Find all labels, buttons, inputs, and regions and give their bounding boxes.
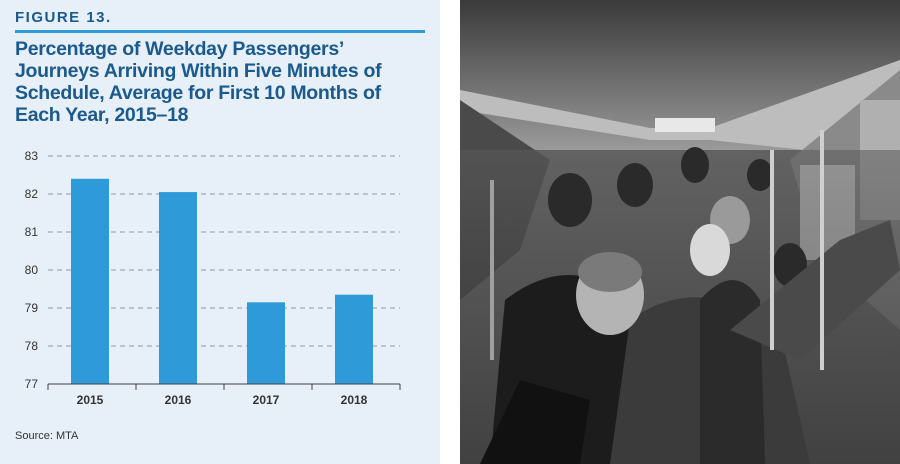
- y-tick-label: 82: [25, 187, 39, 201]
- figure-label: FIGURE 13.: [15, 9, 112, 26]
- bar-2015: [71, 178, 109, 384]
- bar-2018: [335, 294, 373, 384]
- y-tick-label: 80: [25, 263, 39, 277]
- source-note: Source: MTA: [15, 430, 79, 442]
- y-tick-label: 83: [25, 149, 39, 163]
- y-tick-label: 77: [25, 377, 39, 391]
- photo-illustration: [460, 0, 900, 464]
- chart-title: Percentage of Weekday Passengers’ Journe…: [15, 38, 382, 126]
- bar-chart: 77 78 79 80 81 82 83 2015 2016 2017 2018: [25, 149, 401, 407]
- title-rule: [15, 30, 425, 33]
- axes: 77 78 79 80 81 82 83 2015 2016 2017 2018: [25, 149, 401, 407]
- y-tick-label: 78: [25, 339, 39, 353]
- x-tick-label: 2018: [341, 393, 368, 407]
- crowded-subway-car-photo: [460, 0, 900, 464]
- x-tick-label: 2016: [165, 393, 192, 407]
- bar-2016: [159, 192, 197, 384]
- bars: [71, 178, 373, 384]
- y-tick-label: 79: [25, 301, 39, 315]
- x-tick-label: 2017: [253, 393, 280, 407]
- x-tick-label: 2015: [77, 393, 104, 407]
- y-tick-label: 81: [25, 225, 39, 239]
- figure-panel: FIGURE 13. Percentage of Weekday Passeng…: [0, 0, 440, 464]
- bar-2017: [247, 302, 285, 384]
